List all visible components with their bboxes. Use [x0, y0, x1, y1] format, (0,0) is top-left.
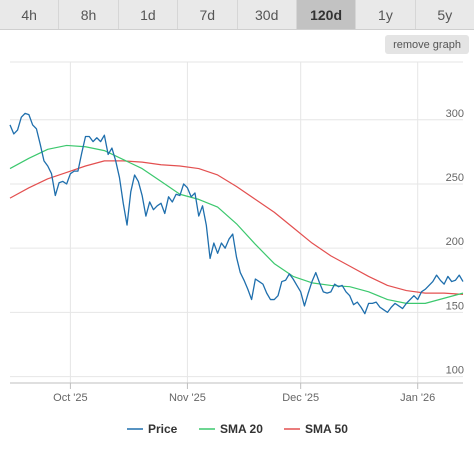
x-tick-label-2025-12-01: Dec '25: [282, 392, 319, 404]
tab-1d[interactable]: 1d: [118, 0, 179, 29]
range-tabs: 4h 8h 1d 7d 30d 120d 1y 5y: [0, 0, 474, 30]
chart-grid: [10, 61, 463, 383]
y-tick-label-250: 250: [446, 172, 464, 184]
series-line-price: [9, 112, 464, 315]
tab-7d[interactable]: 7d: [178, 0, 238, 29]
y-tick-label-200: 200: [446, 236, 464, 248]
tab-5y[interactable]: 5y: [415, 0, 474, 29]
tab-4h[interactable]: 4h: [0, 0, 60, 29]
x-tick-label-2025-10-01: Oct '25: [53, 392, 88, 404]
series-line-sma-20: [9, 144, 464, 304]
legend-label-sma-20: SMA 20: [220, 422, 263, 436]
legend-label-price: Price: [148, 422, 178, 436]
tab-30d[interactable]: 30d: [237, 0, 297, 29]
series-line-sma-50: [9, 160, 464, 295]
x-tick-label-2025-11-01: Nov '25: [169, 392, 206, 404]
y-tick-label-150: 150: [446, 300, 464, 312]
y-tick-label-300: 300: [446, 108, 464, 120]
tab-120d[interactable]: 120d: [296, 0, 357, 29]
tab-8h[interactable]: 8h: [59, 0, 119, 29]
remove-graph-button[interactable]: remove graph: [385, 35, 469, 54]
x-tick-label-2026-01-01: Jan '26: [400, 392, 435, 404]
chart-legend: Price SMA 20 SMA 50: [127, 422, 348, 436]
chart-axes: 100 150 200 250 300 Oct '25 Nov '25 Dec '25 Jan …: [10, 108, 464, 404]
chart-series: [9, 112, 464, 315]
tab-1y[interactable]: 1y: [356, 0, 416, 29]
y-tick-label-100: 100: [446, 365, 464, 377]
legend-label-sma-50: SMA 50: [305, 422, 348, 436]
